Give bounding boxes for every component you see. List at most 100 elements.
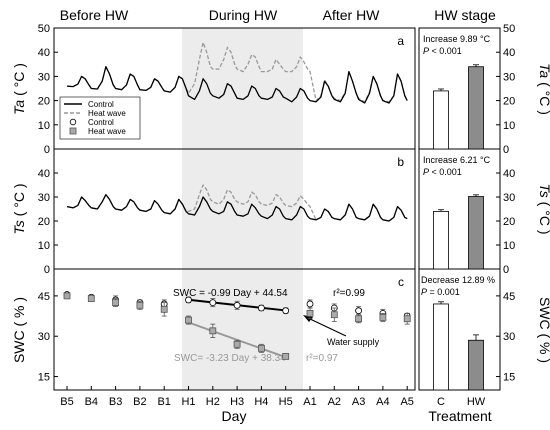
heatwave-regression-r2: r²=0.97 — [306, 353, 338, 364]
side-panel-b-stat-p: P < 0.001 — [423, 167, 462, 177]
heatwave-regression-equation: SWC= -3.23 Day + 38.34 — [174, 353, 286, 364]
x-tick-label: A5 — [400, 396, 413, 408]
x-tick-label: A1 — [303, 396, 316, 408]
legend: Control Heat wave Control Heat wave — [59, 96, 141, 140]
heatwave-fit-line — [188, 321, 287, 359]
y-tick-label: 20 — [38, 96, 50, 108]
side-y-tick-label: 0 — [503, 144, 509, 156]
x-tick-label: A3 — [352, 396, 365, 408]
control-regression-r2: r²=0.99 — [333, 288, 365, 299]
side-panel-c-stat-p: P = 0.001 — [421, 287, 460, 297]
x-tick-label: H2 — [206, 396, 220, 408]
heatwave-bar-a — [468, 66, 484, 150]
y-tick-label: 30 — [38, 71, 50, 83]
y-tick-label: 20 — [38, 216, 50, 228]
y-tick-label: 45 — [38, 291, 50, 303]
y-tick-label: 15 — [38, 372, 50, 384]
treatment-tick-label: C — [437, 396, 445, 408]
side-panel-a-ylabel: Ta ( °C ) — [537, 63, 550, 115]
side-y-tick-label: 20 — [503, 216, 515, 228]
legend-heatwave-marker-label: Heat wave — [88, 127, 126, 136]
side-y-tick-label: 40 — [503, 47, 515, 59]
side-y-tick-label: 10 — [503, 240, 515, 252]
side-y-tick-label: 30 — [503, 331, 515, 343]
heatwave-data-point — [185, 316, 192, 324]
control-data-point — [306, 300, 314, 308]
y-tick-label: 10 — [38, 120, 50, 132]
heatwave-data-point — [330, 311, 338, 319]
heatwave-data-point — [355, 315, 363, 323]
heatwave-period-shading — [182, 28, 303, 390]
panel-b-ylabel: Ts ( °C ) — [11, 184, 27, 235]
panel-a-ylabel: Ta ( °C ) — [11, 63, 27, 115]
x-tick-label: B4 — [85, 396, 98, 408]
y-tick-label: 10 — [38, 240, 50, 252]
x-tick-label: H3 — [230, 396, 244, 408]
heatwave-data-point — [63, 292, 71, 300]
control-series-line-a — [66, 66, 408, 104]
y-tick-label: 30 — [38, 331, 50, 343]
y-tick-label: 40 — [38, 47, 50, 59]
treatment-tick-label: HW — [467, 396, 486, 408]
x-tick-label: H1 — [181, 396, 195, 408]
side-y-tick-label: 30 — [503, 192, 515, 204]
panel-b-tag: b — [397, 155, 404, 169]
control-bar-a — [433, 90, 449, 150]
y-tick-label: 40 — [38, 168, 50, 180]
control-regression-equation: SWC = -0.99 Day + 44.54 — [173, 288, 288, 299]
side-y-tick-label: 0 — [503, 264, 509, 276]
side-panel-b-stat-change: Increase 6.21 °C — [423, 155, 491, 165]
y-tick-label: 50 — [38, 23, 50, 35]
control-data-point — [355, 307, 363, 315]
control-data-point — [257, 304, 265, 312]
legend-control-marker-label: Control — [88, 118, 114, 127]
heatwave-data-point — [379, 313, 387, 321]
x-tick-label: A4 — [376, 396, 389, 408]
control-data-point — [209, 299, 217, 307]
header-hw-stage: HW stage — [434, 7, 496, 23]
control-bar-b — [433, 210, 449, 270]
side-panel-a-stat-p: P < 0.001 — [423, 46, 462, 56]
side-y-tick-label: 30 — [503, 71, 515, 83]
heatwave-data-point — [282, 352, 290, 360]
side-y-tick-label: 15 — [503, 372, 515, 384]
y-tick-label: 30 — [38, 192, 50, 204]
x-tick-label: H5 — [279, 396, 293, 408]
control-data-point — [233, 301, 241, 309]
panel-c-tag: c — [398, 275, 404, 289]
legend-heatwave-marker-swatch — [69, 127, 77, 135]
control-data-point — [282, 307, 290, 315]
side-panel-a-stat-change: Increase 9.89 °C — [423, 34, 491, 44]
x-axis-label: Day — [222, 408, 247, 424]
heatwave-data-point — [306, 309, 314, 317]
heatwave-bar-c — [468, 339, 484, 391]
water-supply-annotation: Water supply — [327, 337, 380, 347]
heatwave-data-point — [403, 315, 411, 323]
heatwave-data-point — [112, 299, 119, 307]
side-y-tick-label: 20 — [503, 96, 515, 108]
control-series-line-b — [66, 193, 408, 222]
y-tick-label: 0 — [44, 264, 50, 276]
side-panel-c-ylabel: SWC ( % ) — [537, 297, 550, 363]
control-bar-c — [433, 303, 449, 391]
header-during-hw: During HW — [209, 7, 278, 23]
side-panel-c-frame — [418, 268, 501, 391]
header-before-hw: Before HW — [60, 7, 129, 23]
x-tick-label: B2 — [133, 396, 146, 408]
x-tick-label: A2 — [328, 396, 341, 408]
x-tick-label: B5 — [60, 396, 73, 408]
side-panel-b-ylabel: Ts ( °C ) — [537, 184, 550, 235]
water-supply-arrow — [307, 317, 347, 337]
y-tick-label: 0 — [44, 144, 50, 156]
x-tick-label: H4 — [254, 396, 268, 408]
side-y-tick-label: 10 — [503, 120, 515, 132]
legend-control-marker-swatch — [69, 118, 77, 126]
legend-control-line-label: Control — [88, 100, 114, 109]
heatwave-data-point — [136, 301, 144, 309]
heatwave-data-point — [87, 295, 95, 302]
legend-heatwave-line-label: Heat wave — [88, 109, 126, 118]
header-after-hw: After HW — [323, 7, 381, 23]
x-tick-label: B1 — [157, 396, 170, 408]
control-data-point — [185, 296, 192, 304]
